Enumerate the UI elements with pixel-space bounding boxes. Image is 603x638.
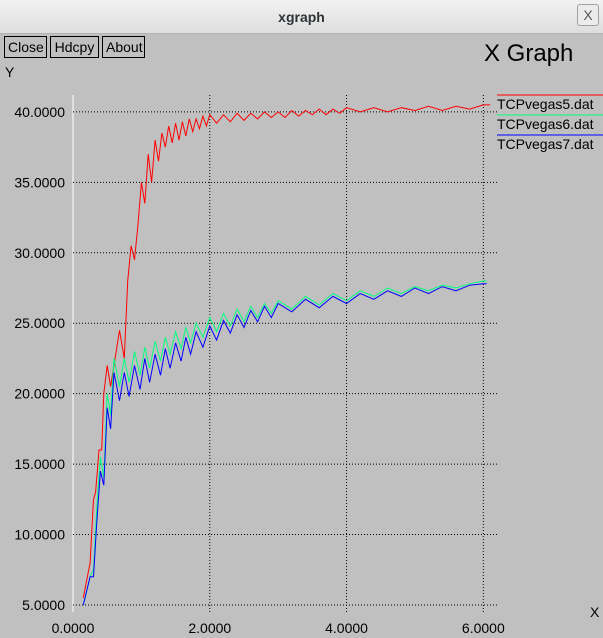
series-line-3 (82, 283, 487, 606)
y-tick-label: 15.0000 (14, 456, 65, 472)
series-line-1 (82, 104, 491, 598)
legend-label: TCPvegas5.dat (497, 96, 594, 112)
about-button[interactable]: About (102, 36, 145, 58)
y-tick-label: 35.0000 (14, 174, 65, 190)
x-tick-label: 4.0000 (325, 620, 368, 636)
y-tick-label: 5.0000 (22, 597, 65, 613)
y-tick-label: 25.0000 (14, 315, 65, 331)
hdcpy-button[interactable]: Hdcpy (50, 36, 99, 58)
y-tick-label: 20.0000 (14, 386, 65, 402)
graph-title: X Graph (484, 40, 574, 67)
window-close-icon[interactable]: X (577, 4, 599, 26)
y-tick-label: 30.0000 (14, 245, 65, 261)
x-tick-label: 0.0000 (52, 620, 95, 636)
x-tick-label: 6.0000 (462, 620, 505, 636)
y-tick-label: 10.0000 (14, 527, 65, 543)
y-tick-label: 40.0000 (14, 104, 65, 120)
y-axis-unit-label: Y (5, 64, 15, 80)
x-tick-label: 2.0000 (188, 620, 231, 636)
x-axis-unit-label: X (590, 604, 600, 620)
window-titlebar: xgraph X (0, 0, 603, 34)
legend-label: TCPvegas6.dat (497, 116, 594, 132)
legend-label: TCPvegas7.dat (497, 136, 594, 152)
series-line-2 (82, 280, 487, 606)
window-title: xgraph (278, 9, 325, 25)
close-button[interactable]: Close (4, 36, 47, 58)
